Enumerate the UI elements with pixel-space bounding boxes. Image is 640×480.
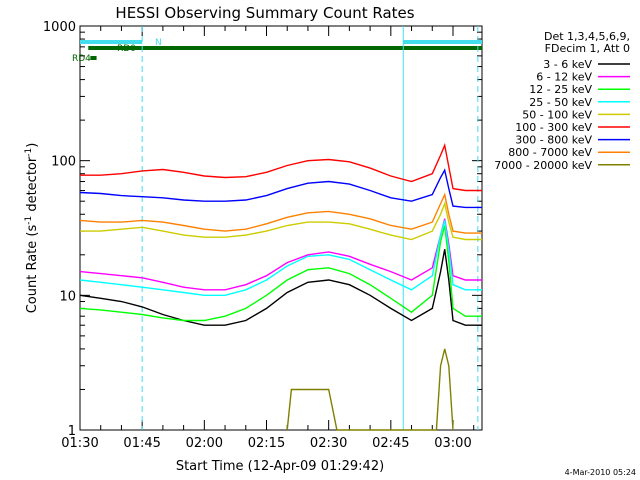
x-axis: 01:30 01:45 02:00 02:15 02:30 02:45 03:00 xyxy=(61,26,475,451)
status-bars: N RD0 RD4 xyxy=(72,38,482,64)
y-tick-label: 100 xyxy=(51,155,76,170)
x-tick-label: 01:30 xyxy=(61,436,98,451)
y-axis: 1 10 100 1000 xyxy=(43,20,482,439)
series-line xyxy=(286,348,454,431)
plot-frame xyxy=(79,25,483,431)
y-axis-label-sup: -1 xyxy=(24,216,34,225)
legend-item-label: 50 - 100 keV xyxy=(522,108,592,121)
legend-item-label: 12 - 25 keV xyxy=(529,83,592,96)
series-line xyxy=(80,201,482,241)
series-line xyxy=(79,218,482,291)
legend: Det 1,3,4,5,6,9, FDecim 1, Att 0 3 - 6 k… xyxy=(494,30,630,172)
status-bar-segment xyxy=(80,40,143,44)
x-tick-label: 02:45 xyxy=(372,436,409,451)
y-tick-label: 1000 xyxy=(43,20,76,35)
status-bar-segment xyxy=(403,40,482,44)
legend-header-decimation: FDecim 1, Att 0 xyxy=(545,42,630,55)
y-axis-label-part: detector xyxy=(25,156,40,216)
status-bar-label: RD0 xyxy=(117,44,136,54)
attenuator-lines xyxy=(141,26,479,430)
legend-item-label: 3 - 6 keV xyxy=(543,58,592,71)
legend-item-label: 800 - 7000 keV xyxy=(508,146,592,159)
y-axis-label-sup: -1 xyxy=(24,148,34,157)
series-group xyxy=(79,142,482,431)
series-line xyxy=(79,249,482,326)
status-bar-label: RD4 xyxy=(72,54,91,64)
series-line xyxy=(79,168,482,209)
series-line xyxy=(79,225,482,322)
x-tick-label: 01:45 xyxy=(123,436,160,451)
legend-header-detectors: Det 1,3,4,5,6,9, xyxy=(544,30,630,43)
x-axis-label: Start Time (12-Apr-09 01:29:42) xyxy=(176,459,384,474)
legend-item-label: 25 - 50 keV xyxy=(529,96,592,109)
chart-title: HESSI Observing Summary Count Rates xyxy=(115,4,414,22)
series-line xyxy=(79,220,482,296)
x-tick-label: 02:00 xyxy=(186,436,223,451)
y-axis-label-part: Count Rate (s xyxy=(25,225,40,314)
status-bar-segment xyxy=(88,46,482,50)
status-bar-label: N xyxy=(155,38,162,48)
y-axis-label: Count Rate (s-1 detector-1) xyxy=(24,143,40,314)
x-tick-label: 03:00 xyxy=(434,436,471,451)
y-tick-label: 1 xyxy=(68,424,76,439)
series-line xyxy=(80,142,482,192)
series-line xyxy=(79,192,482,234)
legend-item-label: 7000 - 20000 keV xyxy=(494,159,592,172)
y-axis-label-part: ) xyxy=(25,143,40,148)
y-tick-label: 10 xyxy=(59,289,76,304)
timestamp-footer: 4-Mar-2010 05:24 xyxy=(565,468,636,477)
status-bar-segment xyxy=(90,56,97,60)
legend-item-label: 100 - 300 keV xyxy=(515,121,592,134)
legend-item-label: 6 - 12 keV xyxy=(536,71,592,84)
x-tick-label: 02:15 xyxy=(248,436,285,451)
x-tick-label: 02:30 xyxy=(310,436,347,451)
legend-item-label: 300 - 800 keV xyxy=(515,134,592,147)
